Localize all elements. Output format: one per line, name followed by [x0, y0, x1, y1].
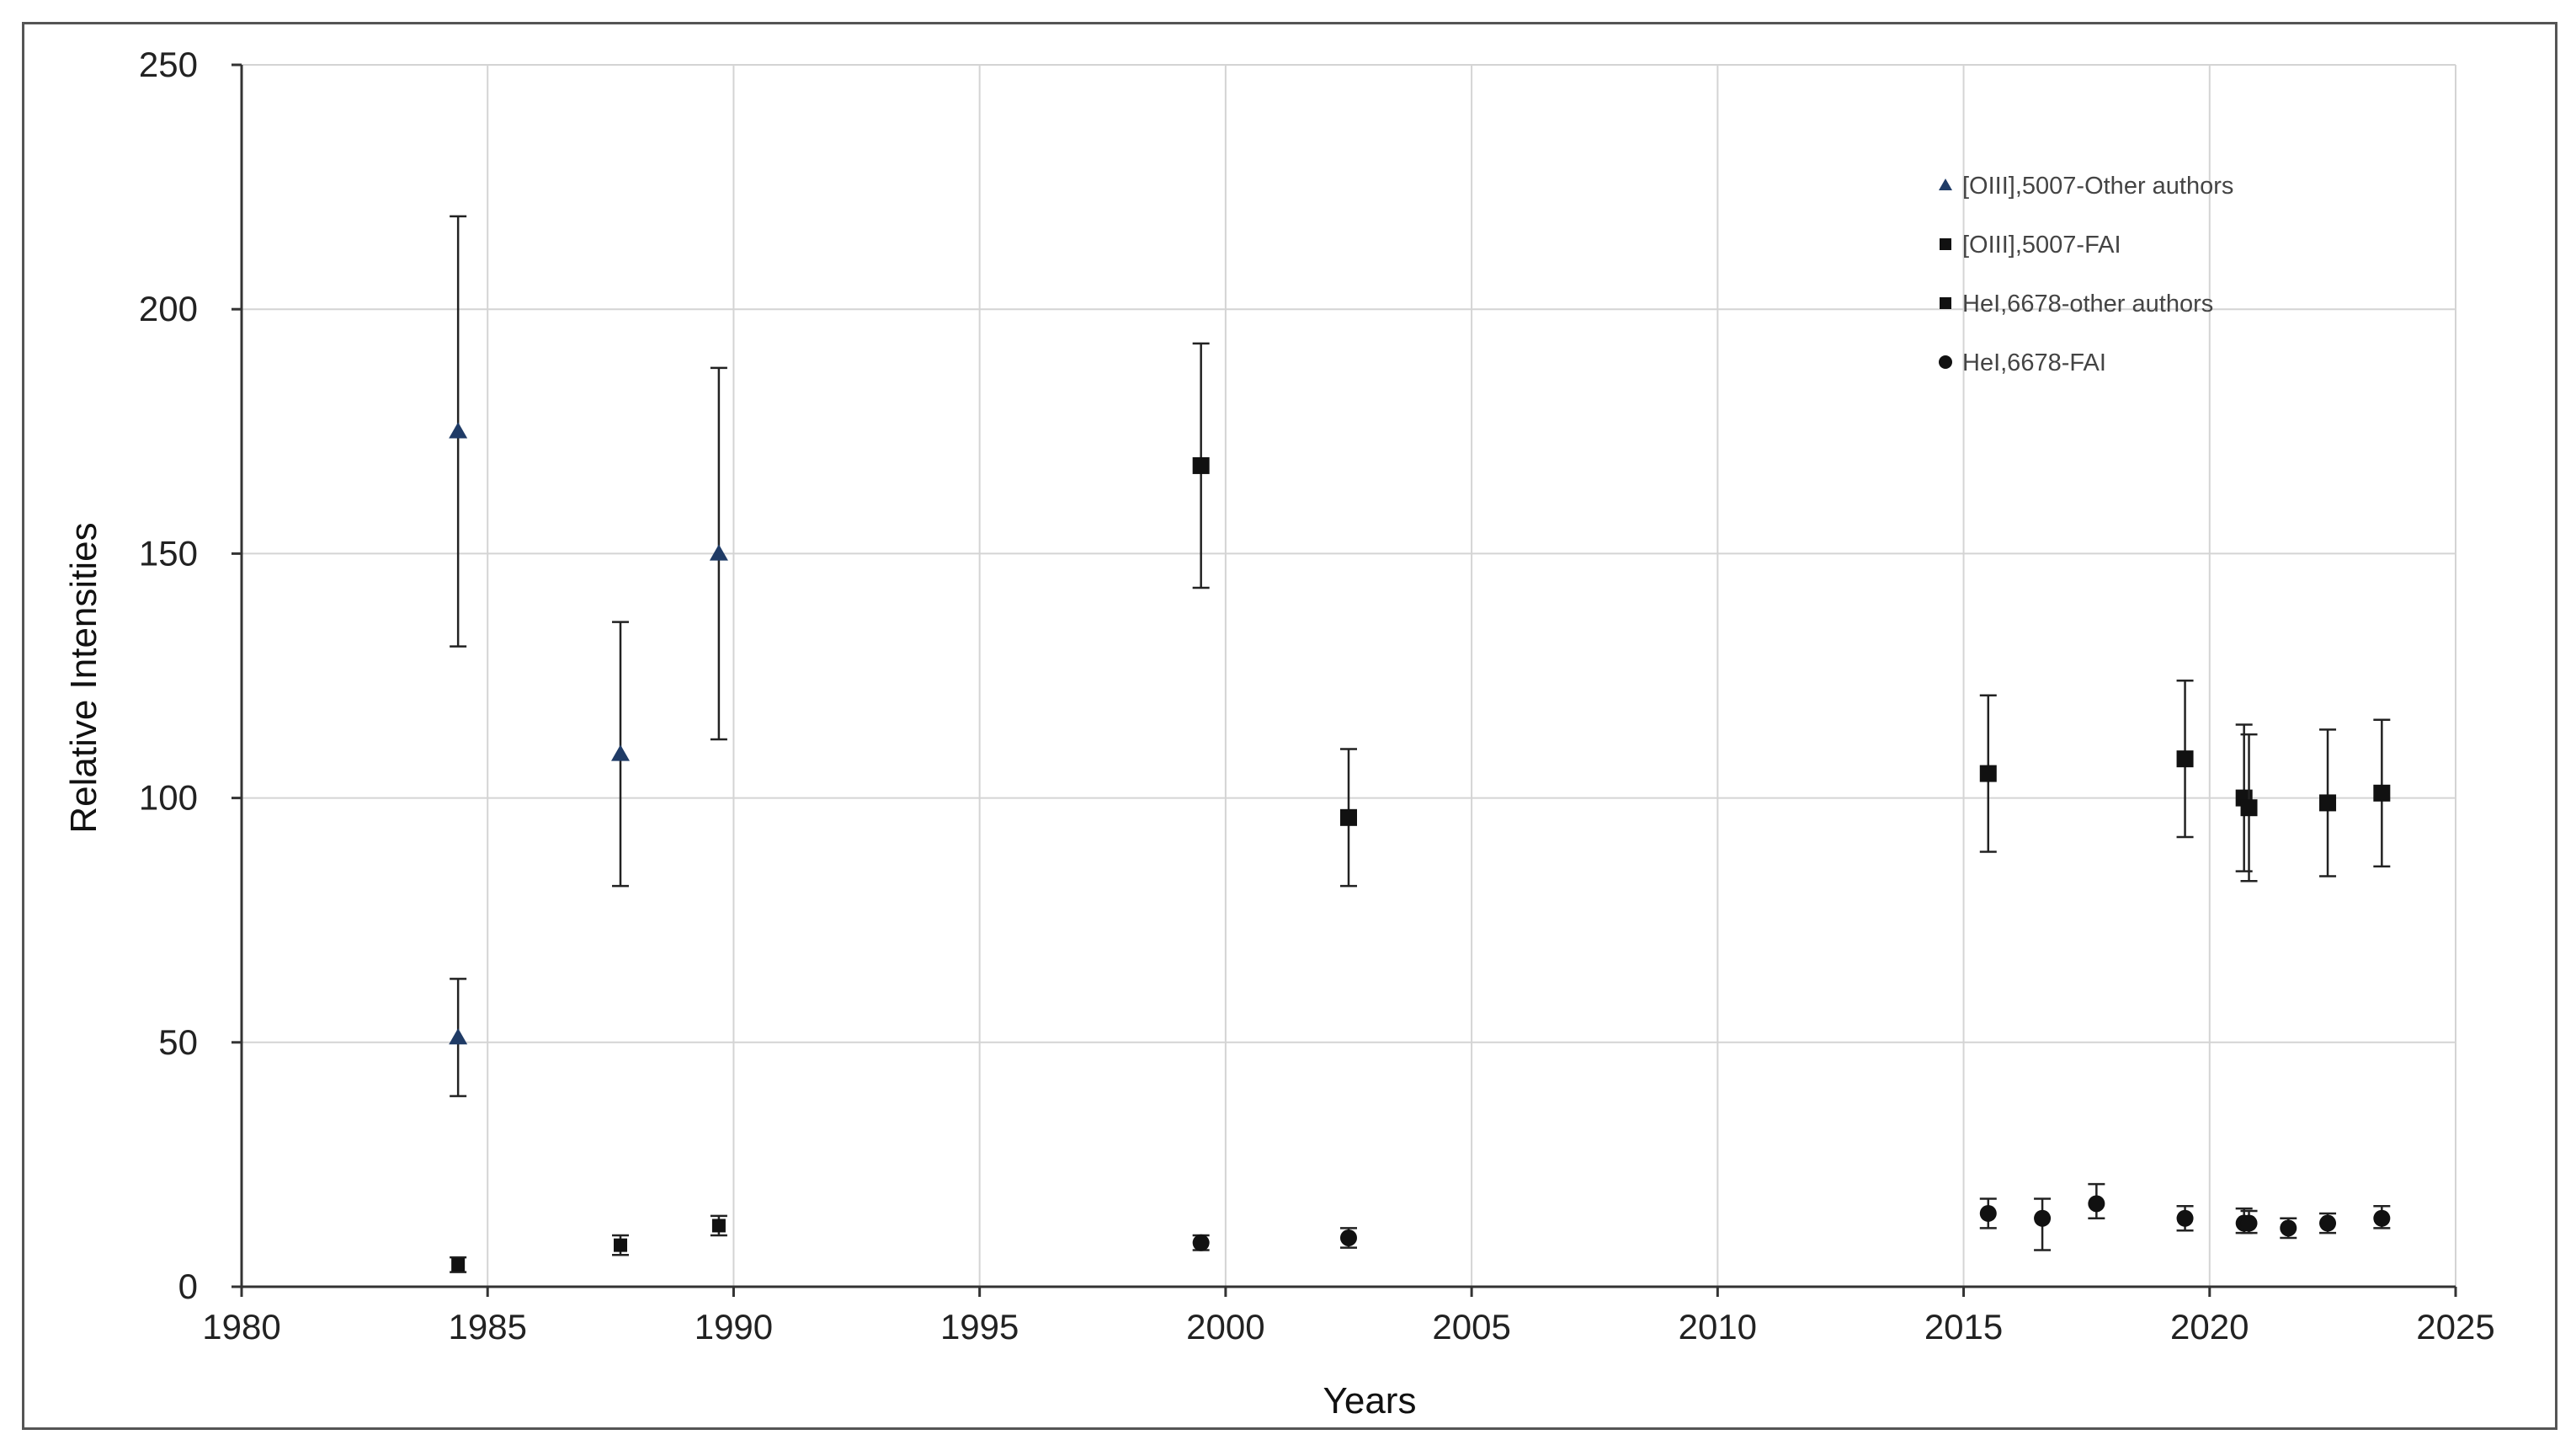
data-point [449, 1027, 468, 1045]
y-tick-label: 150 [139, 533, 198, 573]
legend-label: HeI,6678-FAI [1962, 349, 2106, 376]
x-tick-label: 1980 [202, 1307, 280, 1347]
series-group [1192, 342, 2391, 888]
legend-label: [OIII],5007-FAI [1962, 232, 2121, 259]
x-axis-title: Years [1323, 1380, 1417, 1421]
series-group [449, 215, 728, 1097]
data-point [1979, 765, 1997, 782]
legend-label: [OIII],5007-Other authors [1962, 173, 2233, 200]
data-point [2373, 1209, 2391, 1227]
legend-marker [1940, 297, 1951, 309]
legend: [OIII],5007-Other authors [OIII],5007-FAI… [1939, 173, 2233, 376]
data-point [711, 1219, 726, 1233]
x-tick-label: 2020 [2170, 1307, 2249, 1347]
data-point [2319, 1214, 2337, 1232]
x-tick-label: 1995 [940, 1307, 1019, 1347]
y-tick-label: 100 [139, 778, 198, 818]
data-point [709, 544, 728, 561]
data-point [1979, 1204, 1997, 1222]
data-point [2176, 1209, 2194, 1227]
data-point [2240, 799, 2258, 817]
data-point [2176, 750, 2194, 768]
data-point [614, 1238, 628, 1252]
y-tick-label: 200 [139, 289, 198, 328]
data-point [2373, 784, 2391, 802]
x-tick-label: 2025 [2416, 1307, 2494, 1347]
legend-marker [1939, 179, 1952, 190]
legend-item: [OIII],5007-FAI [1940, 232, 2121, 259]
grid-lines [242, 64, 2456, 1287]
x-tick-label: 2000 [1186, 1307, 1264, 1347]
legend-label: HeI,6678-other authors [1962, 291, 2213, 317]
y-tick-label: 50 [158, 1022, 198, 1062]
x-tick-label: 1990 [695, 1307, 773, 1347]
data-point [2280, 1219, 2297, 1237]
chart-frame [22, 22, 2557, 1430]
x-tick-label: 2015 [1924, 1307, 2003, 1347]
data-point [2319, 794, 2337, 812]
data-point [2088, 1195, 2105, 1213]
legend-item: HeI,6678-FAI [1939, 349, 2106, 376]
x-tick-label: 1985 [449, 1307, 527, 1347]
axes [232, 63, 2457, 1297]
legend-item: HeI,6678-other authors [1940, 291, 2213, 317]
series-group [450, 1214, 727, 1273]
legend-item: [OIII],5007-Other authors [1939, 173, 2233, 200]
data-point [2034, 1209, 2052, 1227]
data-point [611, 744, 631, 761]
data-point [1340, 1229, 1357, 1246]
y-tick-label: 250 [139, 45, 198, 84]
data-marks [449, 215, 2391, 1273]
x-tick-label: 2005 [1432, 1307, 1510, 1347]
y-tick-label: 0 [178, 1267, 198, 1306]
data-point [1192, 456, 1210, 474]
data-point [1192, 1234, 1210, 1251]
data-point [2240, 1214, 2258, 1232]
legend-marker [1940, 238, 1951, 250]
tick-labels: 1980 1985 1990 1995 2000 2005 2010 2015 2020 2025… [139, 45, 2495, 1347]
data-point [449, 422, 468, 439]
x-tick-label: 2010 [1679, 1307, 1757, 1347]
y-axis-title: Relative Intensities [63, 522, 104, 833]
legend-marker [1939, 355, 1952, 369]
data-point [1340, 808, 1357, 826]
series-group [1192, 1182, 2391, 1251]
data-point [451, 1257, 466, 1272]
